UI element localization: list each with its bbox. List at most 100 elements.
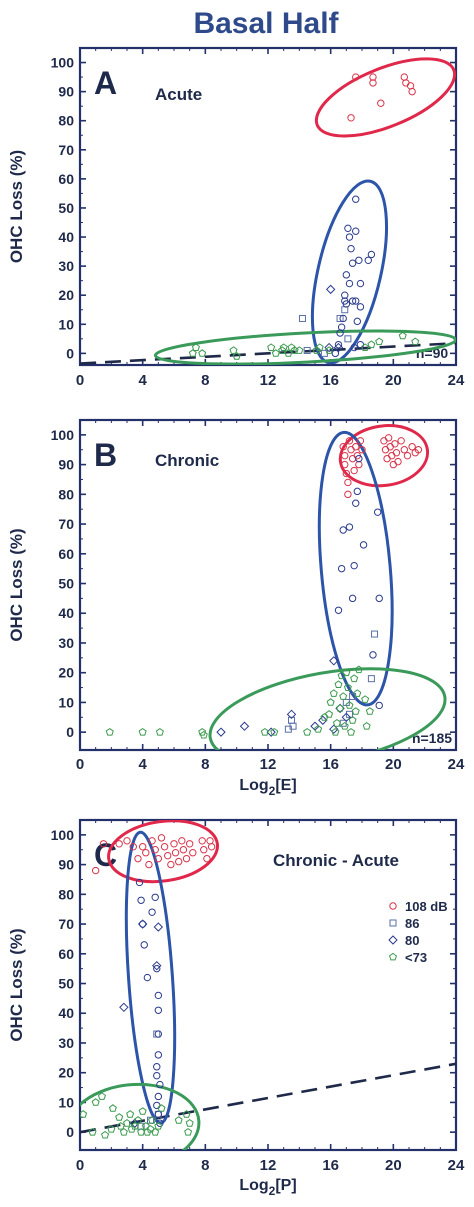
x-tick-label: 24 xyxy=(448,1157,465,1174)
data-point xyxy=(359,541,368,549)
data-point xyxy=(148,908,156,916)
data-point xyxy=(138,727,147,736)
data-point xyxy=(361,695,370,703)
data-point xyxy=(355,460,363,469)
data-point xyxy=(157,1104,166,1112)
data-point xyxy=(351,707,360,715)
data-point xyxy=(207,843,216,851)
legend-label: 86 xyxy=(405,916,419,931)
y-tick-label: 40 xyxy=(58,605,74,621)
data-point xyxy=(153,964,161,973)
x-tick-label: 16 xyxy=(322,756,339,773)
data-point xyxy=(303,727,312,736)
data-point xyxy=(143,973,152,982)
x-tick-label: 20 xyxy=(385,372,402,389)
data-point xyxy=(364,256,372,265)
data-point xyxy=(414,446,423,454)
panel-b: 0 4 8 12 16 20 24 0 10 20 30 40 50 60 70 80 90 100 OHC Los… xyxy=(7,418,465,798)
y-tick-label: 0 xyxy=(66,724,74,740)
data-point xyxy=(348,594,357,603)
data-point xyxy=(130,1118,140,1128)
data-point xyxy=(365,707,374,715)
data-point xyxy=(325,284,336,295)
data-point xyxy=(271,349,280,357)
data-point xyxy=(260,727,269,736)
panel-annotation: Chronic xyxy=(155,451,219,470)
data-point xyxy=(148,1116,157,1124)
data-point xyxy=(342,271,351,279)
data-point xyxy=(355,454,363,463)
data-point xyxy=(369,651,377,659)
data-point xyxy=(381,446,390,454)
data-point xyxy=(123,837,131,845)
x-tick-label: 16 xyxy=(322,1157,339,1174)
data-point xyxy=(105,727,114,736)
data-point xyxy=(153,1101,161,1110)
y-tick-label: 100 xyxy=(51,427,75,443)
x-tick-label: 8 xyxy=(201,372,209,389)
data-point xyxy=(347,244,355,253)
cluster-ellipse xyxy=(338,424,430,488)
data-point xyxy=(155,727,164,736)
panel-annotation: Acute xyxy=(155,85,202,104)
data-point xyxy=(341,712,352,723)
data-point xyxy=(369,73,377,81)
y-tick-label: 100 xyxy=(51,55,75,71)
data-point xyxy=(348,454,357,463)
data-point xyxy=(216,727,226,737)
y-tick-label: 90 xyxy=(58,84,74,100)
data-point xyxy=(138,1107,147,1115)
data-point xyxy=(342,300,351,308)
y-tick-label: 70 xyxy=(58,142,74,158)
data-point xyxy=(286,709,297,720)
data-point xyxy=(303,346,311,354)
data-point xyxy=(337,323,346,331)
data-point xyxy=(88,1127,97,1136)
legend-marker xyxy=(389,952,397,961)
n-label: n=185 xyxy=(412,730,452,746)
data-point xyxy=(126,1110,135,1118)
data-point xyxy=(358,446,366,454)
data-point xyxy=(375,701,383,710)
data-point xyxy=(352,443,360,451)
data-point xyxy=(151,893,159,901)
data-point xyxy=(400,446,408,454)
data-point xyxy=(345,523,354,531)
data-point xyxy=(355,256,363,265)
data-point xyxy=(339,526,347,534)
panel-annotation: Chronic - Acute xyxy=(273,851,399,870)
data-point xyxy=(298,314,306,322)
data-point xyxy=(340,721,349,730)
data-point xyxy=(314,724,323,733)
data-point xyxy=(350,561,358,570)
x-tick-label: 8 xyxy=(201,1157,209,1174)
data-point xyxy=(350,343,358,352)
data-point xyxy=(353,487,361,496)
y-tick-label: 70 xyxy=(58,916,74,932)
trend-line xyxy=(80,341,456,365)
legend-label: 108 dB xyxy=(405,899,448,914)
data-point xyxy=(344,224,352,233)
data-point xyxy=(375,337,384,346)
data-point xyxy=(352,499,360,507)
data-point xyxy=(184,1127,193,1136)
data-point xyxy=(107,1124,116,1133)
data-point xyxy=(324,342,334,353)
cluster-ellipse xyxy=(80,1082,201,1150)
data-point xyxy=(135,878,144,887)
x-tick-label: 4 xyxy=(138,756,147,773)
x-axis-label: Log2[P] xyxy=(239,1177,296,1198)
data-point xyxy=(386,443,394,451)
y-tick-label: 80 xyxy=(58,886,74,902)
data-point xyxy=(353,689,362,697)
x-tick-label: 0 xyxy=(76,756,84,773)
data-point xyxy=(295,346,304,354)
data-point xyxy=(206,837,214,845)
y-tick-label: 30 xyxy=(58,635,74,651)
data-point xyxy=(175,857,183,866)
x-tick-label: 4 xyxy=(138,372,147,389)
x-tick-label: 12 xyxy=(260,372,277,389)
data-point xyxy=(239,721,250,731)
data-point xyxy=(115,1113,124,1121)
